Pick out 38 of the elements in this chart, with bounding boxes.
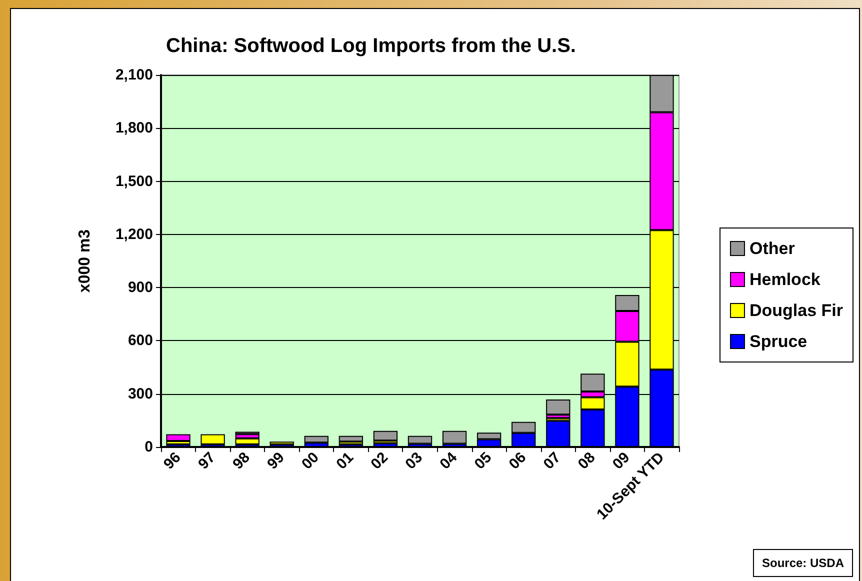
bar [166,434,190,441]
bar [200,434,225,444]
y-tick-label: 300 [128,385,153,402]
bar [373,430,398,441]
y-tick-label: 1,200 [115,226,153,243]
x-tick-label: 98 [230,448,254,473]
legend-label: Douglas Fir [749,301,844,320]
y-tick-label: 900 [128,279,153,296]
legend-label: Other [749,239,796,258]
x-tick-label: 97 [195,448,219,473]
x-tick-label: 03 [402,448,426,473]
x-tick-label: 07 [540,448,564,473]
x-tick-label: 05 [471,448,496,473]
x-tick-label: 06 [506,448,530,473]
bar [408,436,432,444]
x-tick-label: 96 [160,448,184,473]
x-tick-label: 00 [298,448,322,473]
y-tick-label: 2,100 [115,66,153,84]
chart-title: China: Softwood Log Imports from the U.S. [166,35,576,57]
bar [235,438,260,444]
x-tick-label: 08 [574,448,599,473]
x-tick-label: 99 [264,448,288,473]
x-tick-label: 04 [436,448,462,473]
bar [546,400,570,415]
y-tick-label: 1,800 [115,120,153,137]
legend-label: Hemlock [749,270,821,289]
bar [338,436,364,442]
y-tick-label: 1,500 [115,172,153,190]
source-note: Source: USDA [752,549,853,577]
legend-label: Spruce [749,332,808,351]
bar [304,436,328,443]
bar [442,430,467,444]
x-tick-label: 01 [333,448,357,473]
y-axis-title: x000 m3 [76,229,94,293]
x-tick-label: 02 [368,448,392,473]
y-tick-label: 600 [128,332,153,350]
x-tick-label: 09 [609,448,634,473]
y-tick-label: 0 [144,438,153,456]
